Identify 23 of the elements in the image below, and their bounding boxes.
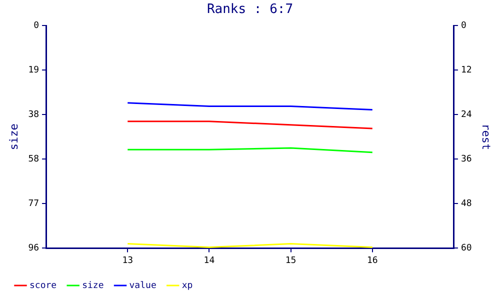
x-tick-label: 13 bbox=[122, 256, 134, 266]
y2-tick-label: 12 bbox=[460, 65, 472, 76]
y-tick-label: 58 bbox=[28, 154, 40, 165]
y-tick-label: 38 bbox=[28, 110, 40, 120]
legend-label: score bbox=[30, 280, 57, 291]
x-tick-label: 15 bbox=[285, 256, 296, 266]
y2-axis-title: rest bbox=[480, 124, 493, 150]
y2-tick-label: 36 bbox=[460, 154, 472, 165]
y-axis-title: size bbox=[7, 124, 20, 150]
y-tick-label: 0 bbox=[34, 20, 40, 31]
legend-label: xp bbox=[182, 280, 193, 291]
x-tick-label: 16 bbox=[366, 256, 378, 266]
y2-tick-label: 24 bbox=[460, 110, 472, 120]
y-tick-label: 77 bbox=[28, 199, 40, 210]
legend-label: value bbox=[129, 280, 156, 291]
y2-tick-label: 60 bbox=[460, 244, 472, 254]
legend-label: size bbox=[82, 280, 104, 291]
y-tick-label: 19 bbox=[28, 65, 40, 76]
y-tick-label: 96 bbox=[28, 244, 40, 254]
x-tick-label: 14 bbox=[204, 256, 215, 266]
y2-tick-label: 0 bbox=[460, 20, 466, 31]
y2-tick-label: 48 bbox=[460, 199, 472, 210]
chart-title: Ranks : 6:7 bbox=[206, 2, 294, 18]
